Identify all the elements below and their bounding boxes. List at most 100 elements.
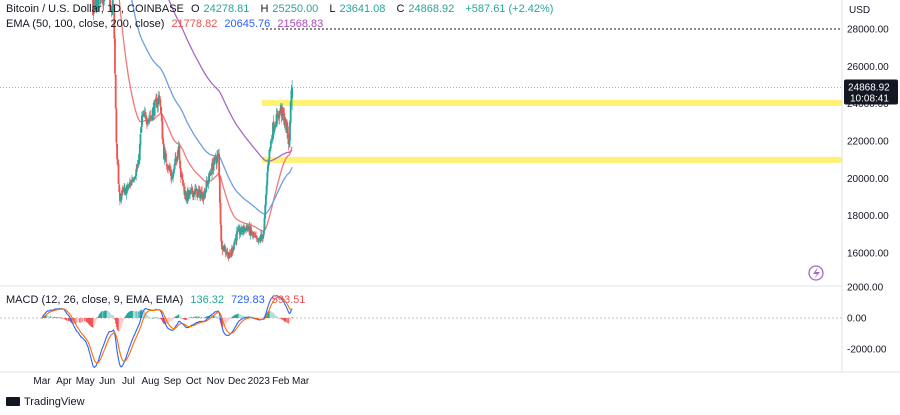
macd-histogram-bar: [140, 310, 142, 318]
macd-histogram-bar: [233, 315, 235, 318]
candle: [237, 224, 240, 232]
ohlc-high: H 25250.00: [260, 3, 319, 15]
macd-histogram-bar: [169, 318, 171, 322]
macd-histogram-bar: [290, 318, 292, 321]
macd-histogram-bar: [104, 310, 106, 318]
macd-histogram-bar: [79, 318, 81, 323]
macd-histogram-bar: [108, 311, 110, 318]
ohlc-open: O 24278.81: [190, 3, 250, 15]
macd-histogram-bar: [198, 316, 200, 318]
macd-histogram-bar: [84, 318, 86, 322]
macd-histogram-bar: [99, 313, 101, 318]
macd-histogram-bar: [113, 317, 115, 318]
macd-histogram-bar: [120, 318, 122, 328]
symbol-legend: Bitcoin / U.S. Dollar, 1D, COINBASE O 242…: [6, 2, 557, 16]
macd-histogram-bar: [199, 317, 201, 318]
macd-histogram-bar: [207, 316, 209, 318]
lightning-icon[interactable]: [808, 265, 824, 281]
macd-histogram-bar: [115, 318, 117, 328]
candle: [147, 118, 150, 126]
macd-histogram-bar: [282, 318, 284, 320]
macd-histogram-bar: [272, 312, 274, 318]
macd-histogram-bar: [219, 318, 221, 321]
macd-histogram-bar: [91, 318, 93, 328]
macd-histogram-bar: [74, 318, 76, 324]
candle: [135, 164, 138, 181]
macd-histogram-bar: [287, 318, 289, 324]
candle: [114, 74, 117, 109]
candle: [233, 241, 236, 246]
macd-histogram-bar: [60, 317, 62, 319]
candle: [148, 111, 151, 125]
macd-histogram-bar: [205, 316, 207, 318]
macd-histogram-bar: [267, 311, 269, 318]
candle: [289, 119, 291, 148]
candle: [140, 111, 143, 132]
macd-histogram-bar: [229, 318, 231, 319]
candle: [216, 149, 219, 162]
macd-histogram-bar: [281, 318, 283, 320]
macd-histogram-bar: [202, 317, 204, 319]
candle: [173, 164, 176, 173]
candle: [153, 100, 156, 117]
macd-histogram-bar: [285, 318, 287, 322]
macd-histogram-bar: [173, 318, 175, 319]
macd-histogram-bar: [62, 317, 64, 319]
candle: [97, 0, 100, 13]
macd-histogram-bar: [149, 317, 151, 318]
macd-histogram-bar: [125, 316, 127, 318]
macd-histogram-bar: [244, 316, 246, 318]
macd-histogram-bar: [162, 318, 164, 323]
candle: [277, 118, 280, 121]
macd-histogram-bar: [234, 314, 236, 318]
candle: [189, 189, 192, 193]
macd-histogram-bar: [167, 318, 169, 324]
macd-histogram-bar: [214, 315, 216, 318]
macd-histogram-bar: [57, 317, 59, 319]
macd-histogram-bar: [156, 318, 158, 319]
macd-histogram-bar: [186, 318, 188, 320]
macd-histogram-bar: [131, 310, 133, 318]
candle: [163, 146, 166, 165]
macd-histogram-bar: [84, 318, 86, 322]
macd-histogram-bar: [68, 318, 70, 321]
macd-histogram-bar: [228, 318, 230, 321]
macd-histogram-bar: [132, 310, 134, 318]
candle: [253, 231, 256, 239]
macd-histogram-bar: [101, 311, 103, 318]
macd-histogram-bar: [243, 315, 245, 318]
macd-tick-label: 2000.00: [847, 283, 884, 294]
macd-histogram-bar: [290, 318, 292, 319]
candle: [109, 1, 112, 10]
candle: [277, 110, 279, 125]
macd-legend[interactable]: MACD (12, 26, close, 9, EMA, EMA) 136.32…: [6, 293, 309, 307]
macd-histogram-bar: [122, 318, 124, 323]
macd-histogram-bar: [178, 314, 180, 318]
macd-histogram-bar: [63, 318, 65, 319]
candle: [199, 186, 201, 202]
macd-histogram-bar: [169, 318, 171, 322]
ema100-value: 20645.76: [224, 18, 271, 30]
time-tick-label: Dec: [228, 376, 246, 387]
macd-histogram-bar: [147, 315, 149, 318]
candle: [161, 117, 164, 140]
time-tick-label: Jun: [99, 376, 115, 387]
macd-histogram-bar: [236, 314, 238, 318]
macd-label: MACD (12, 26, close, 9, EMA, EMA): [6, 294, 184, 306]
macd-histogram-bar: [205, 317, 207, 318]
macd-histogram-bar: [240, 314, 242, 318]
macd-histogram-bar: [165, 318, 167, 325]
tradingview-logo[interactable]: TradingView: [6, 396, 85, 408]
macd-histogram-bar: [94, 318, 96, 324]
macd-histogram-bar: [183, 318, 185, 320]
time-tick-label: Nov: [207, 376, 225, 387]
candlesticks: [92, 0, 294, 262]
candle: [257, 237, 260, 246]
macd-histogram-bar: [242, 315, 244, 318]
macd-histogram-bar: [283, 318, 285, 321]
macd-hist-value: 136.32: [190, 294, 224, 306]
macd-histogram-bar: [239, 314, 241, 318]
candle: [113, 6, 116, 45]
ema-legend[interactable]: EMA (50, 100, close, 200, close) 21778.8…: [6, 17, 327, 31]
